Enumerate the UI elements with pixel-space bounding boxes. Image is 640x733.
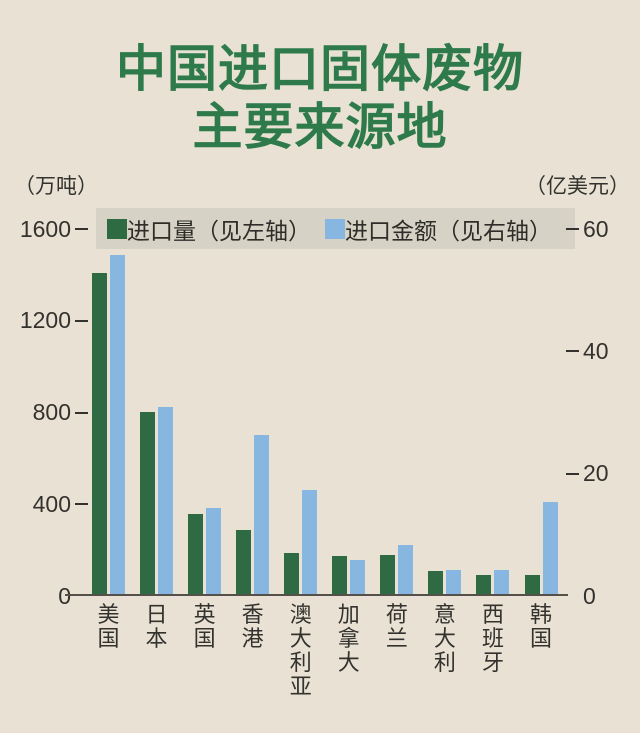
category-label-澳大利亚: 澳大利亚: [289, 602, 312, 699]
category-label-西班牙: 西班牙: [481, 602, 504, 675]
category-label-英国: 英国: [193, 602, 216, 651]
category-label-美国: 美国: [97, 602, 120, 651]
import-value-bar: [494, 569, 510, 594]
category-label-荷兰: 荷兰: [385, 602, 408, 651]
category-label-加拿大: 加拿大: [337, 602, 360, 675]
tick-label: 1600: [19, 215, 71, 242]
import-volume-bar: [524, 575, 540, 594]
legend-item-import-value: 进口金额（见右轴）: [325, 212, 552, 246]
tick-mark: [566, 350, 579, 353]
import-value-bar: [350, 560, 366, 594]
chart-title-line1: 中国进口固体废物: [116, 41, 524, 97]
tick-mark: [75, 319, 88, 322]
import-value-bar: [110, 254, 125, 594]
right-axis-tick-0: 0: [566, 583, 596, 609]
category-label-韩国: 韩国: [530, 602, 553, 651]
tick-label: 0: [58, 582, 71, 609]
tick-mark: [75, 228, 88, 230]
import-value-bar: [398, 545, 414, 594]
tick-label: 0: [583, 582, 596, 609]
tick-mark: [75, 411, 88, 414]
import-value-bar: [302, 490, 318, 594]
tick-label: 400: [32, 490, 71, 517]
import-value-bar: [542, 502, 558, 594]
left-axis-tick-1200: 1200: [0, 307, 88, 334]
tick-mark: [566, 228, 579, 230]
right-axis-unit-label: （亿美元）: [525, 175, 630, 198]
tick-label: 40: [583, 337, 609, 364]
import-volume-bar: [140, 412, 156, 594]
left-axis-unit-label: （万吨）: [14, 175, 98, 198]
right-axis-tick-20: 20: [566, 460, 609, 487]
legend-item-import-volume: 进口量（见左轴）: [107, 212, 311, 246]
tick-mark: [566, 472, 579, 475]
chart-title: 中国进口固体废物 主要来源地: [0, 40, 640, 156]
import-volume-bar: [284, 552, 300, 594]
import-volume-bar: [332, 556, 348, 594]
category-label-意大利: 意大利: [433, 602, 456, 675]
chart-title-line2: 主要来源地: [192, 99, 448, 155]
left-axis-tick-800: 800: [0, 399, 88, 426]
import-value-bar: [206, 508, 222, 594]
category-label-香港: 香港: [241, 602, 264, 651]
import-volume-bar: [428, 571, 444, 594]
import-value-bar: [158, 407, 174, 594]
legend: 进口量（见左轴） 进口金额（见右轴）: [96, 208, 575, 249]
tick-mark: [75, 503, 88, 506]
left-axis-tick-400: 400: [0, 491, 88, 517]
legend-label: 进口量（见左轴）: [127, 217, 311, 244]
import-value-bar: [254, 435, 270, 594]
import-volume-bar: [236, 529, 252, 594]
import-volume-bar: [92, 272, 107, 594]
import-volume-bar: [380, 555, 396, 594]
tick-label: 20: [583, 460, 609, 487]
plot-area: [65, 229, 568, 596]
left-axis-tick-1600: 1600: [0, 216, 88, 242]
right-axis-tick-60: 60: [566, 216, 609, 242]
import-value-bar: [446, 569, 462, 594]
tick-label: 1200: [19, 307, 71, 334]
import-volume-bar: [476, 574, 492, 594]
legend-label: 进口金额（见右轴）: [345, 217, 552, 244]
left-axis-tick-0: 0: [0, 583, 88, 609]
tick-label: 60: [583, 215, 609, 242]
right-axis-tick-40: 40: [566, 338, 609, 364]
category-label-日本: 日本: [145, 602, 168, 651]
import-volume-bar: [188, 513, 204, 594]
tick-label: 800: [32, 399, 71, 425]
green-square-icon: [107, 218, 127, 239]
blue-square-icon: [325, 218, 345, 239]
